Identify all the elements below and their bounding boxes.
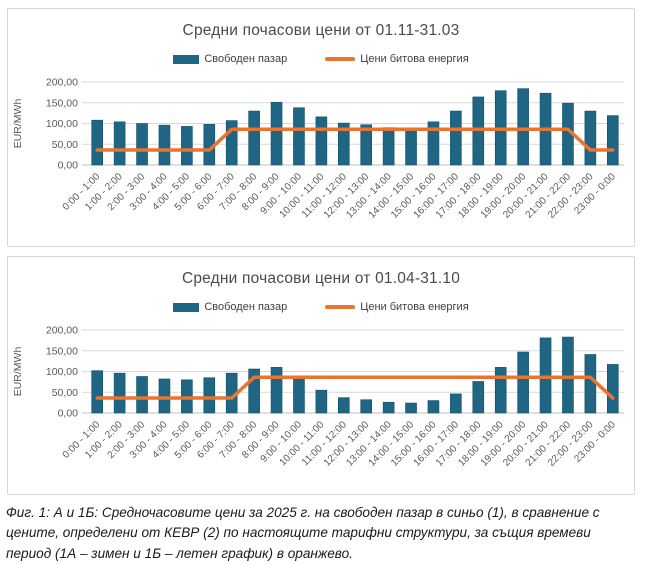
y-axis-title: EUR/MWh	[12, 99, 24, 149]
y-tick-label: 150,00	[46, 345, 78, 357]
bar-hour-11	[337, 122, 350, 166]
bar-hour-8	[270, 102, 283, 166]
bars-group	[91, 88, 619, 166]
bar-hour-10	[315, 389, 328, 414]
winter-chart-panel: Средни почасови цени от 01.11-31.03 Своб…	[7, 8, 635, 247]
bar-series-swatch	[173, 54, 200, 64]
bar-hour-16	[450, 393, 462, 414]
figure-caption: Фиг. 1: А и 1Б: Средночасовите цени за 2…	[6, 505, 600, 561]
bar-hour-15	[427, 121, 440, 166]
x-labels-group: 0:00 - 1:001:00 - 2:002:00 - 3:003:00 - …	[61, 171, 618, 221]
bar-hour-12	[360, 124, 373, 166]
bar-hour-12	[360, 399, 373, 414]
bar-hour-14	[405, 402, 417, 414]
bar-hour-11	[337, 397, 350, 414]
bar-hour-15	[427, 400, 440, 414]
line-series-label: Цени битова енергия	[360, 53, 469, 65]
y-axis-title: EUR/MWh	[12, 347, 24, 397]
y-tick-label: 50,00	[52, 387, 78, 399]
bar-hour-0	[91, 370, 104, 414]
bar-hour-3	[158, 378, 171, 414]
bars-group	[91, 336, 619, 414]
bar-hour-13	[382, 401, 395, 414]
bar-series-label: Свободен пазар	[204, 301, 288, 313]
tariff-line	[95, 127, 615, 152]
bar-hour-14	[405, 128, 417, 166]
y-tick-label: 100,00	[46, 366, 78, 378]
bar-hour-18	[494, 367, 507, 414]
y-tick-label: 50,00	[52, 139, 78, 151]
bar-hour-2	[136, 376, 148, 414]
bar-hour-3	[158, 124, 171, 166]
bar-hour-1	[113, 372, 126, 414]
bar-hour-7	[248, 110, 260, 166]
line-series-swatch	[325, 304, 356, 310]
y-tick-label: 100,00	[46, 118, 78, 130]
bar-hour-10	[315, 116, 328, 166]
bar-hour-22	[584, 354, 597, 414]
bar-hour-23	[606, 115, 619, 166]
bar-hour-16	[450, 110, 462, 166]
bar-hour-21	[562, 336, 574, 414]
y-tick-label: 0,00	[58, 408, 79, 420]
winter-legend: Свободен пазар Цени битова енергия	[8, 52, 634, 66]
bar-series-swatch	[173, 302, 200, 312]
bar-hour-9	[293, 107, 305, 166]
y-tick-label: 200,00	[46, 325, 78, 337]
legend-item-household-prices: Цени битова енергия	[325, 53, 469, 65]
bar-hour-1	[113, 121, 126, 166]
bar-hour-2	[136, 123, 148, 166]
summer-legend: Свободен пазар Цени битова енергия	[8, 300, 634, 314]
bar-hour-8	[270, 367, 283, 414]
summer-chart-plot: 0,00 50,00 100,00 150,00 200,00 EUR/MWh 0:00 -…	[12, 325, 624, 469]
winter-chart-plot: 0,00 50,00 100,00 150,00 200,00 EUR/MWh 0:00 -…	[12, 77, 624, 221]
x-labels-group: 0:00 - 1:001:00 - 2:002:00 - 3:003:00 - …	[61, 419, 618, 469]
bar-hour-17	[472, 381, 485, 414]
legend-item-free-market: Свободен пазар	[173, 53, 287, 65]
y-tick-label: 0,00	[58, 160, 79, 172]
bar-hour-13	[382, 127, 395, 166]
bar-hour-9	[293, 377, 305, 414]
bar-hour-6	[225, 120, 238, 166]
bar-hour-19	[517, 88, 529, 166]
line-series-label: Цени битова енергия	[360, 301, 469, 313]
bar-hour-4	[181, 126, 193, 166]
bar-hour-5	[203, 377, 216, 414]
bar-hour-0	[91, 119, 104, 166]
legend-item-free-market: Свободен пазар	[173, 301, 287, 313]
summer-chart-title: Средни почасови цени от 01.04-31.10	[181, 270, 461, 287]
winter-chart-title: Средни почасови цени от 01.11-31.03	[182, 22, 460, 39]
y-tick-label: 200,00	[46, 77, 78, 89]
line-series-swatch	[325, 56, 356, 62]
bar-hour-7	[248, 368, 260, 414]
bar-hour-19	[517, 351, 529, 414]
bar-hour-22	[584, 110, 597, 166]
bar-hour-20	[539, 337, 552, 414]
legend-item-household-prices: Цени битова енергия	[325, 301, 469, 313]
bar-hour-23	[606, 364, 619, 414]
tariff-line	[95, 375, 615, 400]
bar-series-label: Свободен пазар	[204, 53, 288, 65]
summer-chart-panel: Средни почасови цени от 01.04-31.10 Своб…	[7, 256, 635, 495]
y-tick-label: 150,00	[46, 97, 78, 109]
